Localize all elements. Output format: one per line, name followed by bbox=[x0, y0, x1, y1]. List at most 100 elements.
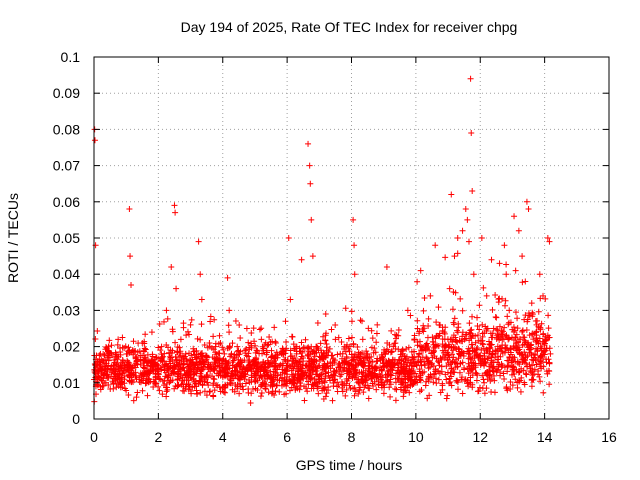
scatter-point-band bbox=[540, 349, 547, 356]
scatter-point-band bbox=[271, 324, 278, 331]
scatter-point-band bbox=[435, 304, 442, 311]
scatter-point-band bbox=[166, 379, 173, 386]
scatter-point-band bbox=[388, 327, 395, 334]
chart-title: Day 194 of 2025, Rate Of TEC Index for r… bbox=[181, 19, 518, 35]
scatter-point-band bbox=[507, 351, 514, 358]
scatter-point-band bbox=[386, 367, 393, 374]
scatter-point-band bbox=[122, 343, 129, 350]
scatter-point-band bbox=[445, 359, 452, 366]
scatter-point-band bbox=[199, 381, 206, 388]
scatter-point-band bbox=[454, 379, 461, 386]
scatter-point-band bbox=[137, 356, 144, 363]
scatter-point-band bbox=[436, 362, 443, 369]
scatter-point-band bbox=[450, 319, 457, 326]
y-tick-label: 0.08 bbox=[53, 121, 80, 137]
scatter-point-band bbox=[354, 344, 361, 351]
scatter-point-band bbox=[392, 397, 399, 404]
scatter-point-band bbox=[524, 316, 531, 323]
scatter-point-band bbox=[538, 352, 545, 359]
scatter-point-band bbox=[476, 302, 483, 309]
scatter-point-band bbox=[207, 388, 214, 395]
scatter-point-band bbox=[331, 359, 338, 366]
scatter-point-band bbox=[398, 348, 405, 355]
scatter-point-band bbox=[512, 376, 519, 383]
scatter-point-band bbox=[487, 377, 494, 384]
scatter-point-band bbox=[119, 334, 126, 341]
scatter-point-band bbox=[501, 376, 508, 383]
scatter-point-band bbox=[507, 386, 514, 393]
scatter-point-band bbox=[449, 358, 456, 365]
scatter-point-band bbox=[296, 386, 303, 393]
scatter-point-band bbox=[242, 350, 249, 357]
scatter-point-band bbox=[534, 371, 541, 378]
scatter-point bbox=[454, 235, 461, 241]
scatter-point-band bbox=[281, 356, 288, 363]
scatter-point-band bbox=[524, 353, 531, 360]
scatter-point-band bbox=[514, 384, 521, 391]
scatter-point-band bbox=[433, 319, 440, 326]
scatter-point bbox=[432, 242, 439, 249]
scatter-point-band bbox=[159, 378, 166, 385]
scatter-point-band bbox=[540, 389, 547, 396]
scatter-point-band bbox=[141, 358, 148, 365]
scatter-point-band bbox=[507, 379, 514, 386]
scatter-point-band bbox=[378, 367, 385, 374]
scatter-point-band bbox=[183, 357, 190, 364]
scatter-point-band bbox=[526, 332, 533, 339]
scatter-point-band bbox=[505, 334, 512, 341]
scatter-point-band bbox=[237, 383, 244, 390]
scatter-point-band bbox=[117, 363, 124, 370]
scatter-point-band bbox=[283, 374, 290, 381]
scatter-point-band bbox=[528, 369, 535, 376]
scatter-point-band bbox=[156, 387, 163, 394]
scatter-point bbox=[359, 336, 366, 343]
scatter-point-band bbox=[195, 351, 202, 358]
scatter-point bbox=[451, 253, 458, 260]
scatter-point-band bbox=[247, 366, 254, 373]
scatter-point-band bbox=[246, 346, 253, 353]
scatter-point-band bbox=[449, 351, 456, 358]
scatter-point-band bbox=[495, 347, 502, 354]
scatter-point bbox=[474, 314, 481, 321]
scatter-point-band bbox=[511, 354, 518, 361]
scatter-point bbox=[528, 300, 535, 307]
scatter-point-band bbox=[489, 348, 496, 355]
scatter-point bbox=[171, 202, 178, 209]
scatter-point-band bbox=[391, 358, 398, 365]
scatter-point-band bbox=[546, 381, 553, 388]
scatter-point-band bbox=[281, 391, 288, 398]
scatter-point-band bbox=[226, 376, 233, 383]
scatter-point-band bbox=[456, 369, 463, 376]
scatter-point-band bbox=[222, 369, 229, 376]
scatter-point bbox=[496, 260, 503, 267]
scatter-point-band bbox=[532, 318, 539, 325]
scatter-point-band bbox=[141, 348, 148, 355]
scatter-point-band bbox=[119, 384, 126, 391]
scatter-point-band bbox=[169, 370, 176, 377]
scatter-point-band bbox=[165, 374, 172, 381]
scatter-point-band bbox=[210, 333, 217, 340]
scatter-point-band bbox=[533, 361, 540, 368]
scatter-point-band bbox=[526, 341, 533, 348]
scatter-point bbox=[470, 271, 477, 278]
scatter-point-band bbox=[527, 365, 534, 372]
scatter-point-band bbox=[114, 380, 121, 387]
scatter-point bbox=[417, 267, 424, 274]
scatter-point-band bbox=[516, 361, 523, 368]
x-tick-label: 16 bbox=[601, 429, 617, 445]
scatter-point-band bbox=[516, 377, 523, 384]
scatter-point-band bbox=[472, 349, 479, 356]
scatter-point-band bbox=[237, 348, 244, 355]
scatter-point-band bbox=[274, 376, 281, 383]
scatter-point-band bbox=[130, 338, 137, 345]
scatter-point-band bbox=[161, 367, 168, 374]
scatter-point-band bbox=[164, 315, 171, 322]
scatter-point-band bbox=[231, 388, 238, 395]
scatter-point-band bbox=[185, 386, 192, 393]
scatter-point-band bbox=[159, 391, 166, 398]
scatter-point bbox=[105, 343, 112, 350]
scatter-point-band bbox=[449, 306, 456, 313]
scatter-point-band bbox=[387, 393, 394, 400]
scatter-point-band bbox=[225, 359, 232, 366]
scatter-point-band bbox=[509, 363, 516, 370]
